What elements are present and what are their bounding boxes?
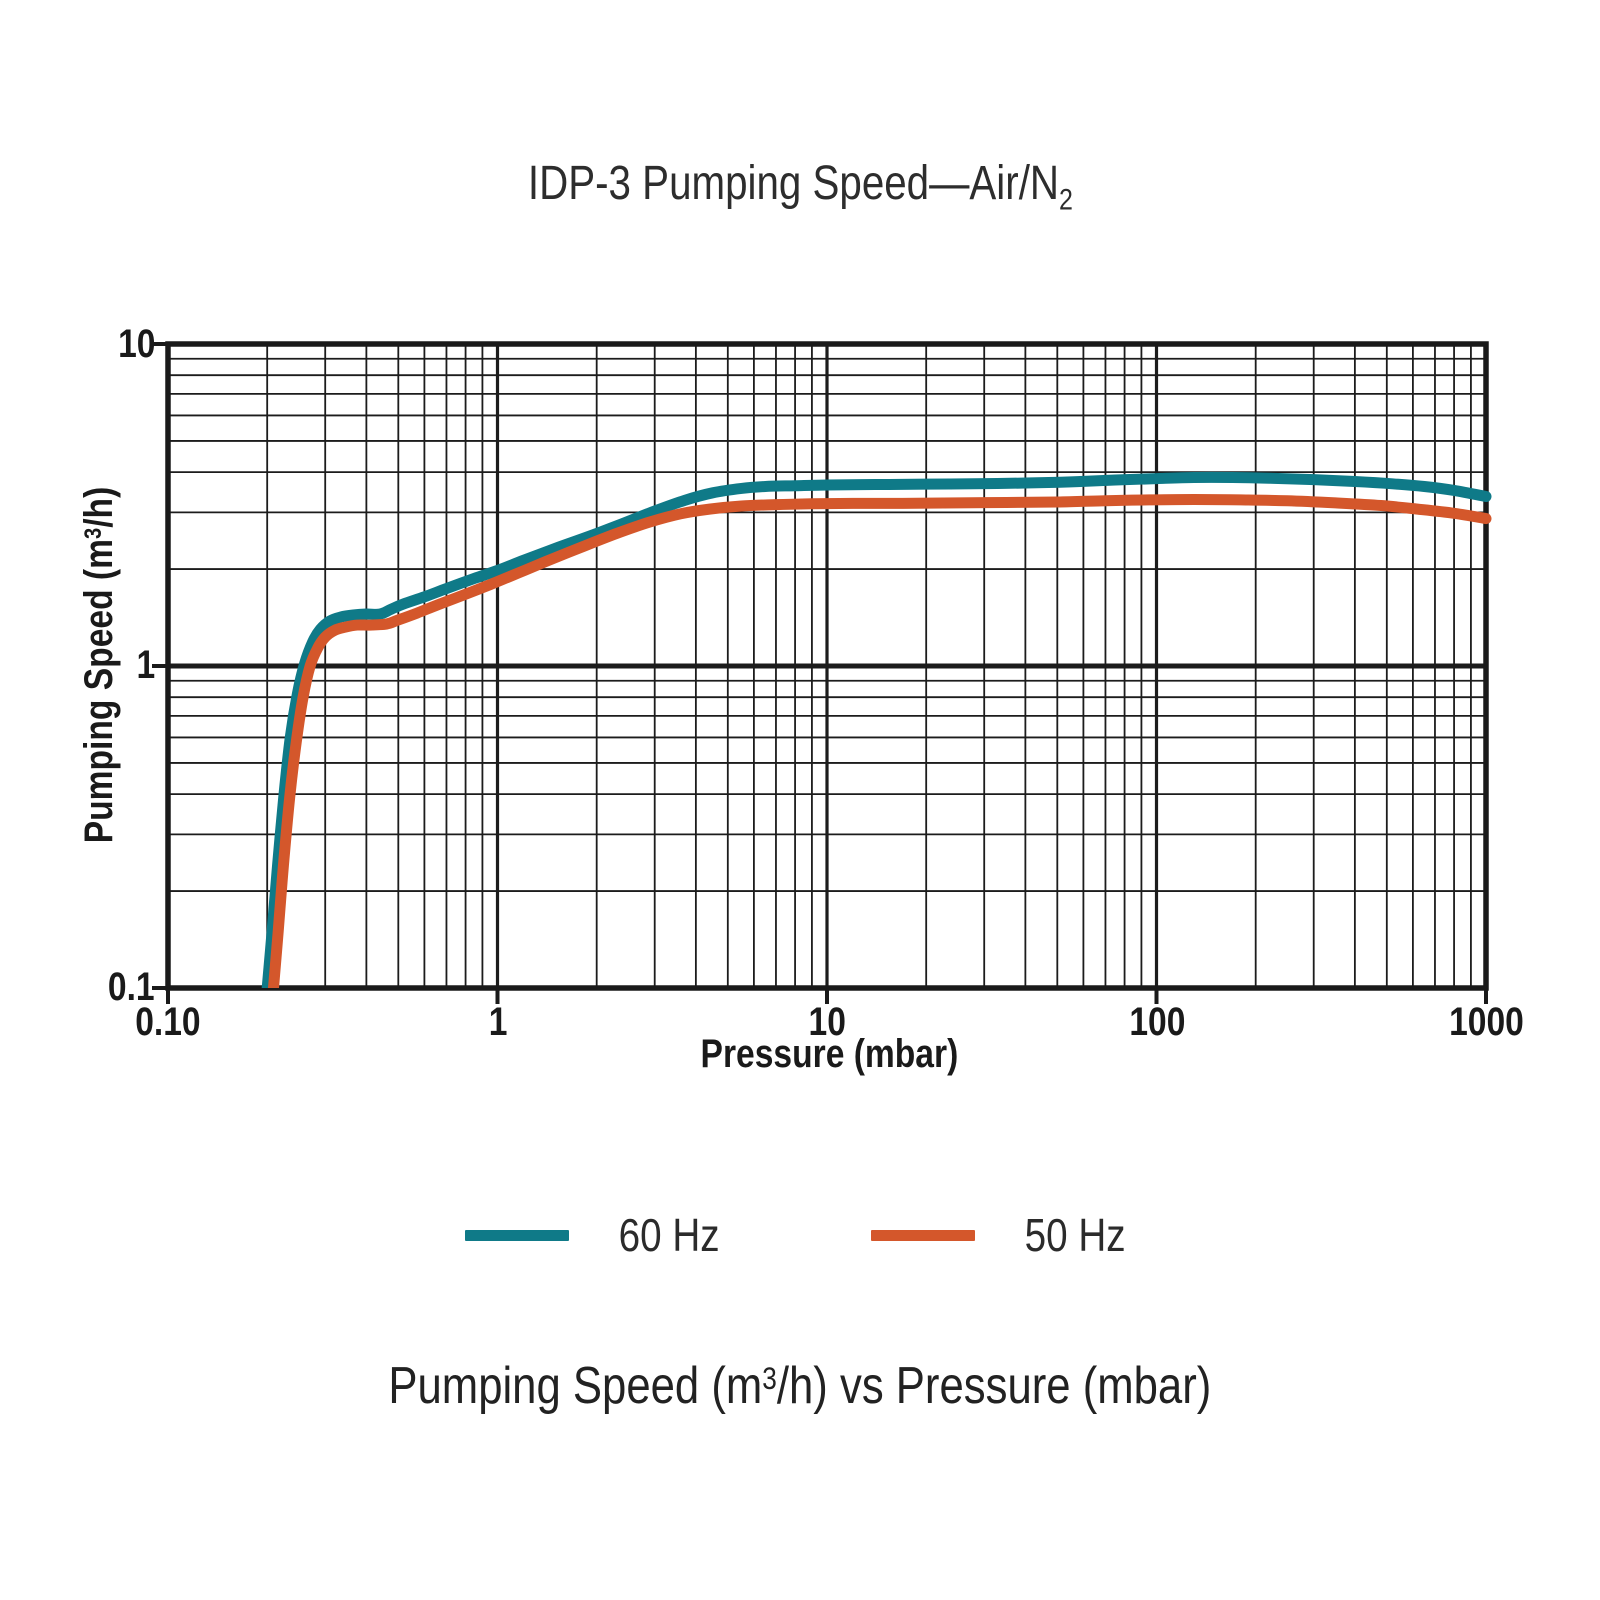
y-tick-0.1: 0.1 [108, 965, 155, 1009]
legend: 60 Hz 50 Hz [0, 1208, 1600, 1262]
y-axis-label: Pumping Speed (m3/h) [76, 486, 121, 844]
series-group [261, 471, 1492, 988]
axis-ticks [152, 342, 1488, 1004]
grid-major [168, 344, 1486, 988]
legend-item-60hz: 60 Hz [464, 1208, 729, 1262]
title-subscript: 2 [1058, 183, 1073, 217]
x-axis-label: Pressure (mbar) [700, 1032, 958, 1076]
figure-subtitle: Pumping Speed (m3/h) vs Pressure (mbar) [388, 1357, 1212, 1415]
legend-label-50hz: 50 Hz [1024, 1209, 1126, 1261]
chart-title: IDP-3 Pumping Speed—Air/N2 [527, 157, 1073, 217]
y-tick-10: 10 [117, 322, 155, 366]
legend-swatch-50hz-icon [871, 1229, 975, 1241]
x-tick-10: 10 [808, 1000, 846, 1044]
y-tick-1: 1 [136, 643, 155, 687]
legend-swatch-60hz-icon [464, 1229, 569, 1241]
x-tick-1000: 1000 [1448, 1000, 1524, 1044]
x-tick-100: 100 [1128, 1000, 1186, 1044]
legend-item-50hz: 50 Hz [871, 1208, 1135, 1262]
series-line-60-hz [261, 471, 1492, 988]
legend-label-60hz: 60 Hz [618, 1209, 720, 1261]
x-tick-1: 1 [488, 1000, 508, 1044]
series-line-50-hz [267, 493, 1492, 988]
x-tick-0.10: 0.10 [135, 1000, 201, 1044]
